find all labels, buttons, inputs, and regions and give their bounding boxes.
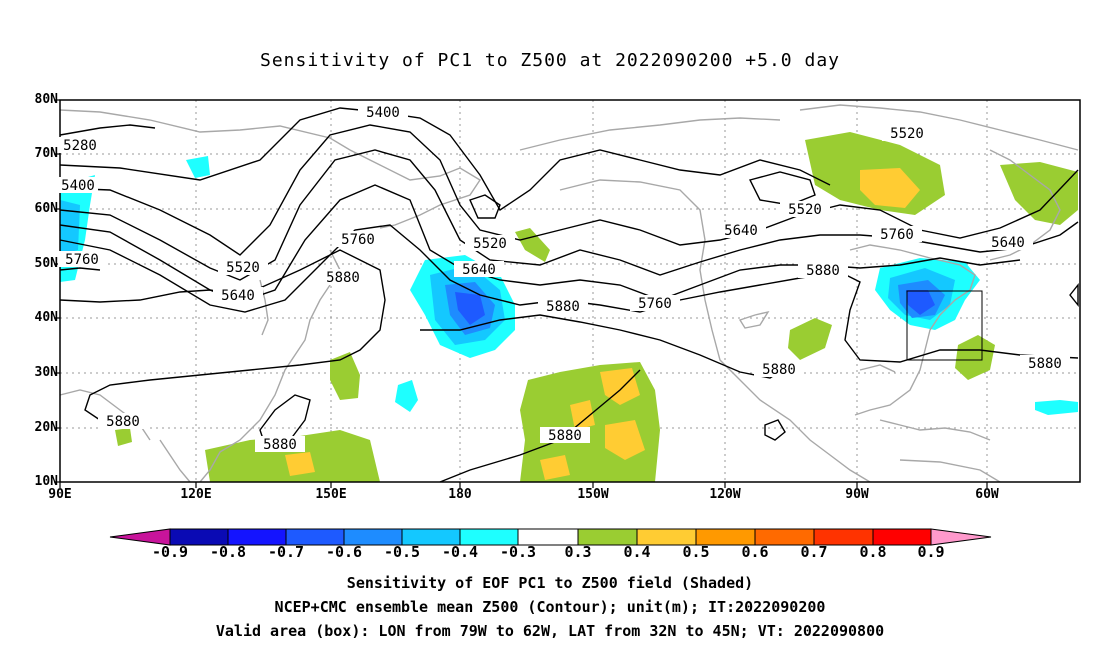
sensitivity-shading [60, 132, 1078, 482]
svg-text:5880: 5880 [548, 428, 582, 444]
lon-label: 90E [48, 487, 72, 502]
colorbar-label: 0.3 [564, 543, 592, 561]
contour-label: 5760 [630, 295, 680, 312]
lon-label: 150E [315, 487, 347, 502]
contour-label: 5880 [798, 262, 848, 279]
svg-text:5760: 5760 [65, 252, 99, 268]
contour-label: 5760 [872, 226, 922, 243]
contour-label: 5520 [780, 201, 830, 218]
colorbar-label: 0.9 [917, 543, 945, 561]
lat-label: 30N [34, 365, 58, 380]
svg-text:5520: 5520 [473, 236, 507, 252]
caption-shaded: Sensitivity of EOF PC1 to Z500 field (Sh… [346, 574, 754, 592]
svg-text:5400: 5400 [366, 105, 400, 121]
contour-label: 5760 [333, 231, 383, 248]
svg-text:5880: 5880 [106, 414, 140, 430]
svg-text:5880: 5880 [806, 263, 840, 279]
lat-label: 70N [34, 146, 58, 161]
svg-text:5640: 5640 [991, 235, 1025, 251]
colorbar-max-triangle [930, 528, 992, 546]
svg-text:5880: 5880 [546, 299, 580, 315]
svg-text:5640: 5640 [724, 223, 758, 239]
lat-label: 50N [34, 256, 58, 271]
colorbar-label: -0.3 [499, 543, 537, 561]
colorbar-label: -0.6 [325, 543, 363, 561]
colorbar-label: 0.5 [682, 543, 710, 561]
contour-label: 5640 [983, 234, 1033, 251]
caption-valid-area: Valid area (box): LON from 79W to 62W, L… [215, 622, 885, 640]
svg-text:5520: 5520 [226, 260, 260, 276]
colorbar-label: 0.8 [859, 543, 887, 561]
lon-label: 120W [709, 487, 741, 502]
colorbar-label: 0.4 [623, 543, 651, 561]
contour-label: 5520 [465, 235, 515, 252]
colorbar-label: -0.4 [441, 543, 479, 561]
lat-label: 60N [34, 201, 58, 216]
lon-label: 120E [180, 487, 212, 502]
svg-text:5520: 5520 [890, 126, 924, 142]
svg-text:5520: 5520 [788, 202, 822, 218]
svg-text:5880: 5880 [326, 270, 360, 286]
contour-label: 5880 [1020, 355, 1070, 372]
lat-label: 40N [34, 310, 58, 325]
lon-label: 90W [845, 487, 869, 502]
contour-label: 5400 [358, 104, 408, 121]
colorbar-label: 0.6 [741, 543, 769, 561]
lon-label: 150W [577, 487, 609, 502]
lon-label: 60W [975, 487, 999, 502]
svg-text:5760: 5760 [638, 296, 672, 312]
contour-label: 5640 [454, 261, 504, 278]
contour-label: 5400 [58, 177, 98, 194]
lat-label: 10N [34, 474, 58, 489]
svg-text:5880: 5880 [762, 362, 796, 378]
colorbar-label: -0.8 [209, 543, 247, 561]
svg-text:5280: 5280 [63, 138, 97, 154]
colorbar-label: -0.9 [151, 543, 189, 561]
contour-label: 5880 [754, 361, 804, 378]
valid-area-box [906, 290, 983, 361]
lat-label: 20N [34, 420, 58, 435]
svg-text:5760: 5760 [341, 232, 375, 248]
contour-label: 5520 [882, 125, 932, 142]
contour-label: 5640 [213, 287, 263, 304]
contour-label: 5880 [98, 413, 148, 430]
contour-label-group: 5400 5280 5400 5760 5520 5640 5760 5880 … [58, 104, 1070, 453]
contour-label: 5880 [255, 436, 305, 453]
contour-label: 5520 [218, 259, 268, 276]
contour-label: 5640 [716, 222, 766, 239]
colorbar [109, 528, 992, 546]
colorbar-label: -0.5 [383, 543, 421, 561]
svg-text:5400: 5400 [61, 178, 95, 194]
contour-label: 5280 [58, 137, 98, 154]
contour-label: 5880 [538, 298, 588, 315]
contour-label: 5880 [540, 427, 590, 444]
contour-label: 5880 [318, 269, 368, 286]
svg-text:5640: 5640 [221, 288, 255, 304]
colorbar-label: 0.7 [800, 543, 828, 561]
caption-contour: NCEP+CMC ensemble mean Z500 (Contour); u… [274, 598, 826, 616]
svg-text:5640: 5640 [462, 262, 496, 278]
contour-label: 5760 [58, 251, 108, 268]
lat-label: 80N [34, 92, 58, 107]
svg-text:5760: 5760 [880, 227, 914, 243]
figure-title: Sensitivity of PC1 to Z500 at 2022090200… [259, 50, 840, 71]
lon-label: 180 [448, 487, 472, 502]
svg-text:5880: 5880 [263, 437, 297, 453]
map-frame [59, 99, 1081, 483]
coastlines [59, 104, 1079, 483]
colorbar-label: -0.7 [267, 543, 305, 561]
svg-text:5880: 5880 [1028, 356, 1062, 372]
